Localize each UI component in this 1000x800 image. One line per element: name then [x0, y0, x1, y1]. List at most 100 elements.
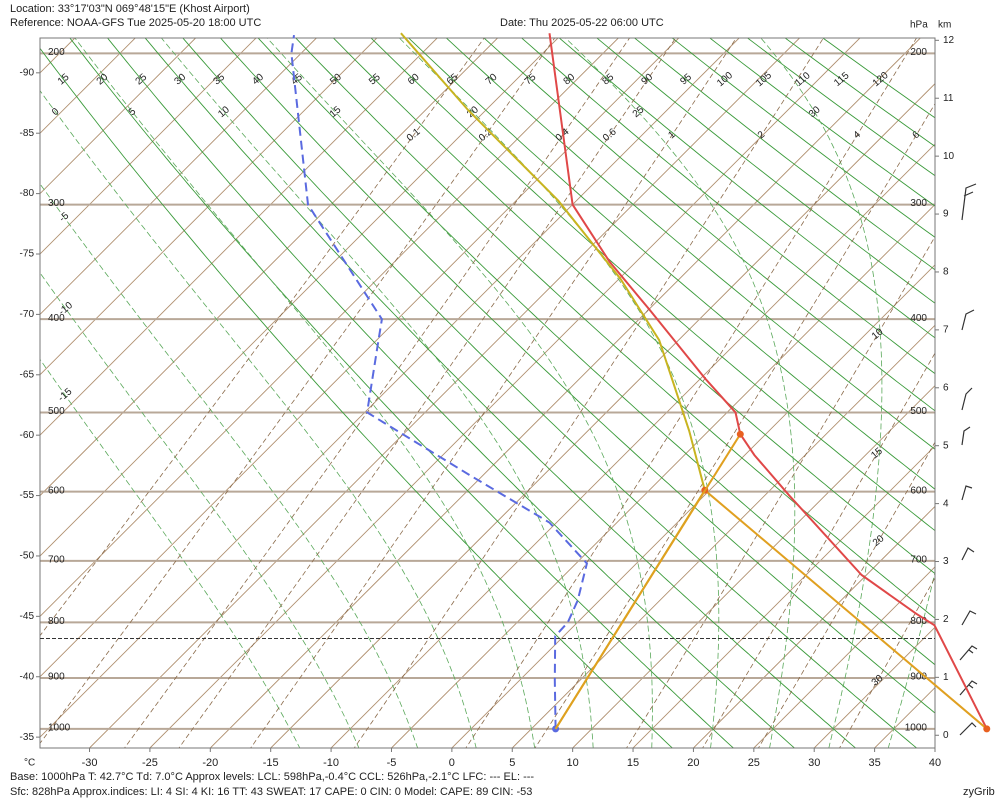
wind-barb: [961, 485, 973, 501]
isotherm-label: -75: [20, 249, 35, 260]
isotherm: [693, 505, 935, 748]
isotherm: [391, 203, 935, 748]
profile-line: [554, 433, 742, 730]
isotherm: [89, 38, 800, 748]
pressure-label-right: 600: [910, 485, 927, 496]
pressure-label-right: 900: [910, 672, 927, 683]
footer-line1: Base: 1000hPa T: 42.7°C Td: 7.0°C Approx…: [10, 771, 534, 783]
x-tick-label: 5: [509, 757, 515, 769]
isotherm: [753, 566, 935, 748]
isotherm: [40, 38, 257, 255]
mixing-ratio-label: 4: [852, 129, 864, 141]
isotherm: [40, 38, 680, 678]
km-label: 8: [943, 267, 949, 278]
mixing-ratio-label: 1: [666, 129, 678, 141]
profile-point: [983, 725, 991, 733]
moist-adiabat: [887, 570, 935, 748]
isotherm-label: -35: [20, 732, 35, 743]
pressure-label-left: 700: [48, 554, 65, 565]
moist-adiabat-label: 5: [127, 106, 139, 118]
km-label: 6: [943, 382, 949, 393]
x-tick-label: 30: [808, 757, 820, 769]
pressure-label-left: 500: [48, 406, 65, 417]
wind-barb: [961, 309, 975, 331]
x-tick-label: -15: [263, 757, 279, 769]
x-tick-label: 35: [868, 757, 880, 769]
isotherm-label: -70: [20, 309, 35, 320]
dry-adiabat: [370, 38, 935, 532]
x-tick-label: 20: [687, 757, 699, 769]
pressure-label-right: 400: [910, 313, 927, 324]
wind-barbs: [959, 183, 978, 736]
pressure-label-right: 300: [910, 198, 927, 209]
x-tick-label: 15: [627, 757, 639, 769]
wind-barb: [961, 426, 971, 446]
profile-point: [736, 430, 744, 438]
moist-adiabat: [760, 38, 883, 748]
isotherm: [40, 38, 196, 195]
footer-line2: Sfc: 828hPa Approx.indices: LI: 4 SI: 4 …: [10, 786, 532, 798]
mixing-ratio: [626, 236, 935, 748]
mixing-ratio: [353, 38, 824, 748]
dry-adiabat: [445, 38, 935, 450]
km-label: 5: [943, 440, 949, 451]
km-label: 11: [943, 93, 954, 104]
wind-barb: [961, 183, 977, 221]
km-label: 0: [943, 730, 949, 741]
mixing-ratio: [534, 102, 935, 748]
wind-barb: [959, 680, 978, 696]
height-unit: km: [938, 20, 951, 31]
wind-barb: [961, 387, 973, 411]
location: Location: 33°17'03"N 069°48'15"E (Khost …: [10, 3, 250, 15]
dry-adiabat: [671, 38, 935, 238]
mixing-ratio: [757, 441, 935, 748]
isotherm-label: -50: [20, 551, 35, 562]
moist-adiabat-label: 0: [50, 106, 62, 118]
dry-adiabat: [596, 38, 935, 304]
moist-adiabat: [564, 38, 796, 748]
isotherm: [40, 38, 740, 738]
dry-adiabat: [520, 38, 935, 375]
isotherm: [330, 143, 935, 748]
dry-adiabat: [182, 38, 918, 748]
moist-adiabat: [40, 89, 477, 748]
isotherm-label: -55: [20, 490, 35, 501]
brand: zyGrib: [963, 786, 995, 798]
dry-adiabat: [332, 38, 935, 575]
isotherm: [40, 38, 619, 617]
isotherm: [270, 83, 935, 748]
moist-adiabat: [40, 358, 301, 748]
x-tick-label: 25: [748, 757, 760, 769]
pressure-label-left: 300: [48, 198, 65, 209]
isotherm-label: -45: [20, 611, 35, 622]
isotherm: [40, 38, 559, 557]
km-label: 2: [943, 614, 949, 625]
moist-adiabat: [160, 38, 594, 748]
mixing-ratio: [250, 38, 737, 748]
x-tick-label: 40: [929, 757, 941, 769]
km-label: 9: [943, 209, 949, 220]
isotherm-label: -40: [20, 671, 35, 682]
plot-frame: [39, 37, 936, 749]
isotherm: [209, 38, 921, 748]
pressure-label-left: 900: [48, 672, 65, 683]
km-label: 4: [943, 498, 949, 509]
pressure-label-left: 200: [48, 47, 65, 58]
dry-adiabat: [709, 38, 935, 207]
km-label: 7: [943, 325, 949, 336]
wind-barb: [959, 645, 978, 661]
dry-adiabat: [408, 38, 935, 490]
pressure-label-right: 200: [910, 47, 927, 58]
profile-line: [704, 489, 988, 730]
dry-adiabat: [40, 47, 673, 748]
mixing-ratio: [465, 38, 918, 748]
pressure-label-left: 600: [48, 485, 65, 496]
moist-adiabat: [74, 38, 536, 748]
x-tick-label: -5: [387, 757, 397, 769]
mixing-ratio-label: 6: [911, 129, 923, 141]
profile-line: [400, 32, 706, 730]
profile-line: [290, 34, 589, 729]
dry-adiabat: [558, 38, 935, 339]
